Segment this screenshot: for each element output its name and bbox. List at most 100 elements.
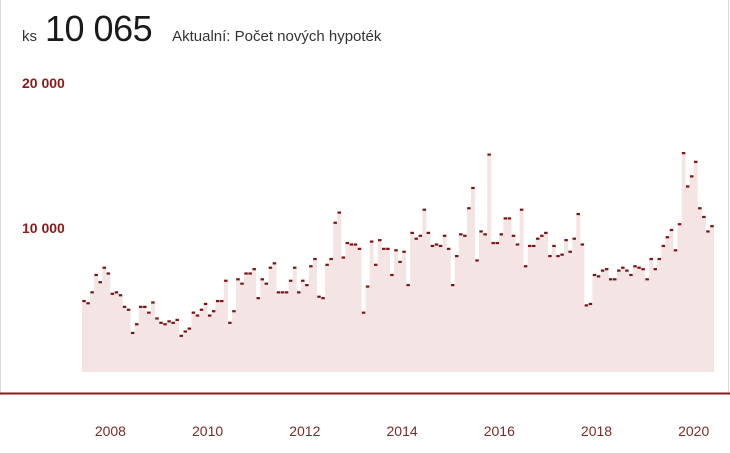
data-point [175,318,179,321]
x-tick-label: 2020 [678,423,709,439]
data-point [321,297,325,300]
x-tick-label: 2010 [192,423,223,439]
data-point [382,247,386,250]
data-point [604,268,609,271]
data-point [349,243,354,246]
data-point [386,247,390,250]
data-point [215,299,220,303]
data-point [414,237,418,240]
data-point [305,284,309,287]
data-point [252,268,256,271]
data-point [183,330,188,333]
data-point [499,233,504,236]
data-point [568,250,572,253]
data-point [264,282,269,285]
data-point [199,308,204,311]
data-point [633,265,637,268]
data-point [159,321,163,324]
data-point [617,269,621,272]
data-point [438,244,443,248]
data-point [710,225,714,228]
chart-frame [0,0,729,393]
data-point [151,301,155,304]
data-point [450,284,455,287]
data-point [459,233,463,236]
data-point [228,321,232,324]
data-point [515,243,520,246]
data-point [544,231,548,234]
data-point [163,323,167,326]
data-point [292,266,297,269]
data-point [256,297,260,300]
data-point [540,234,544,237]
data-point [507,217,512,220]
data-point [681,152,686,155]
data-point [637,266,641,269]
data-point [394,249,398,252]
data-point [171,321,175,324]
data-point [455,255,459,258]
data-point [426,231,431,234]
data-point [187,327,192,330]
data-point [422,208,427,211]
data-point [669,228,674,232]
data-point [613,278,617,281]
data-point [564,239,568,242]
data-point [487,153,491,156]
data-point [645,278,649,281]
data-point [694,160,698,163]
data-point [167,320,171,323]
data-point [503,217,508,220]
data-point [580,243,585,246]
data-point [329,257,333,261]
chart-header: ks 10 065 Aktualní: Počet nových hypoték [22,8,381,52]
data-point [280,291,285,294]
x-tick-label: 2016 [484,423,515,439]
data-point [361,311,366,314]
data-point [653,268,657,271]
data-point [608,278,613,281]
data-point [657,257,662,261]
data-point [195,314,200,317]
data-point [519,208,524,211]
data-point [260,278,265,281]
data-point [600,269,605,272]
data-point [479,230,483,233]
data-point [706,230,710,233]
current-value: 10 065 [45,8,153,49]
data-point [297,291,301,294]
data-point [661,244,666,248]
data-point [665,236,670,239]
data-point [592,273,597,277]
data-point [467,207,471,210]
data-point [244,272,248,275]
data-point [341,256,346,259]
data-point [313,257,317,261]
data-point [317,295,321,298]
data-point [463,234,467,237]
data-point [203,302,208,306]
data-point [179,334,183,337]
data-point [139,305,143,308]
data-point [236,278,240,281]
data-point [475,259,479,262]
x-tick-label: 2012 [289,423,320,439]
data-point [130,331,135,335]
data-point [353,243,358,246]
data-point [333,221,337,224]
data-point [390,273,394,277]
data-point [410,231,414,234]
data-point [442,234,447,237]
data-point [369,240,374,243]
data-point [224,279,228,282]
data-point [86,302,90,305]
data-point [531,244,536,248]
data-point [272,262,277,265]
data-point [98,281,102,284]
data-point [689,175,694,178]
data-point [118,294,123,297]
data-point [232,310,236,313]
data-point [345,241,350,245]
data-point [702,215,706,219]
data-point [560,253,564,256]
